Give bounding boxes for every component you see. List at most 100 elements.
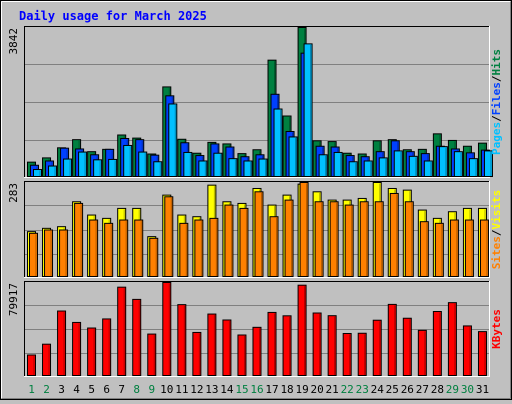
series-legend-kbytes: KBytes (490, 309, 503, 349)
bar-sites-day-4 (74, 202, 84, 277)
bar-pages-day-14 (228, 158, 238, 178)
x-tick-day-30: 30 (461, 383, 474, 396)
x-tick-day-2: 2 (43, 383, 50, 396)
bar-sites-day-26 (404, 201, 414, 277)
bar-kbytes-day-16 (252, 326, 262, 376)
bar-sites-day-16 (254, 191, 264, 277)
bar-kbytes-day-26 (402, 317, 412, 377)
bar-sites-day-23 (359, 201, 369, 277)
bar-sites-day-6 (104, 222, 114, 277)
bar-pages-day-8 (138, 151, 148, 177)
bar-sites-day-3 (59, 229, 69, 277)
bar-sites-day-12 (194, 219, 204, 277)
bar-sites-day-18 (284, 199, 294, 277)
bar-kbytes-day-10 (162, 282, 172, 376)
bar-sites-day-31 (479, 219, 489, 277)
x-tick-day-5: 5 (88, 383, 95, 396)
bar-sites-day-21 (329, 201, 339, 277)
bar-pages-day-9 (153, 161, 163, 177)
bar-pages-day-1 (33, 169, 42, 177)
bar-pages-day-12 (198, 160, 208, 177)
legend-entry-files: Files (490, 82, 503, 115)
bar-pages-day-26 (408, 155, 418, 177)
x-tick-day-27: 27 (416, 383, 429, 396)
x-tick-day-11: 11 (175, 383, 188, 396)
x-tick-day-19: 19 (295, 383, 308, 396)
bar-pages-day-18 (288, 136, 298, 177)
x-tick-day-13: 13 (205, 383, 218, 396)
legend-entry-slash: / (490, 229, 503, 236)
bar-pages-day-15 (243, 160, 253, 177)
bar-kbytes-day-23 (357, 332, 367, 376)
x-tick-day-16: 16 (250, 383, 263, 396)
x-tick-day-17: 17 (265, 383, 278, 396)
bar-kbytes-day-12 (192, 331, 202, 377)
bar-sites-day-13 (209, 217, 219, 277)
bar-kbytes-day-9 (147, 333, 157, 377)
legend-entry-sites: Sites (490, 236, 503, 269)
bar-kbytes-day-30 (462, 325, 472, 376)
bar-kbytes-day-2 (42, 343, 52, 376)
bar-pages-day-23 (363, 160, 373, 177)
bar-sites-day-30 (464, 219, 474, 277)
bar-pages-day-30 (468, 158, 478, 178)
x-tick-day-21: 21 (326, 383, 339, 396)
bar-pages-day-17 (273, 108, 283, 177)
y-max-label: 3842 (7, 28, 20, 55)
bar-sites-day-22 (344, 204, 354, 278)
bar-kbytes-day-7 (117, 286, 127, 377)
x-tick-day-22: 22 (341, 383, 354, 396)
bar-kbytes-day-22 (342, 332, 352, 377)
bar-kbytes-day-3 (57, 310, 67, 376)
x-tick-day-8: 8 (133, 383, 140, 396)
x-tick-day-9: 9 (148, 383, 155, 396)
bar-pages-day-10 (168, 103, 178, 177)
bar-sites-day-7 (119, 219, 129, 277)
bar-pages-day-2 (48, 165, 58, 177)
x-tick-day-18: 18 (280, 383, 293, 396)
bar-pages-day-22 (348, 161, 358, 177)
bar-sites-day-14 (224, 204, 234, 278)
legend-entry-hits: Hits (490, 49, 503, 76)
bar-pages-day-16 (258, 158, 268, 178)
bar-kbytes-day-25 (387, 303, 397, 377)
chart-title: Daily usage for March 2025 (19, 9, 207, 23)
legend-entry-visits: Visits (490, 190, 503, 230)
x-tick-day-12: 12 (190, 383, 203, 396)
bar-pages-day-11 (183, 151, 193, 177)
panel-kbytes: 79917 KBytes (7, 281, 503, 377)
bar-sites-day-28 (434, 222, 444, 277)
bar-pages-day-19 (303, 43, 313, 178)
bar-sites-day-2 (44, 229, 54, 277)
bar-kbytes-day-14 (222, 319, 232, 376)
x-tick-day-28: 28 (431, 383, 444, 396)
bar-pages-day-7 (123, 144, 133, 177)
bar-pages-day-13 (213, 152, 223, 177)
bar-kbytes-day-15 (237, 334, 247, 377)
bar-pages-day-21 (333, 151, 343, 177)
bar-kbytes-day-20 (312, 312, 322, 376)
series-legend-hits-files-pages: Pages/Files/Hits (490, 49, 503, 155)
bar-kbytes-day-6 (102, 318, 112, 376)
bar-pages-day-4 (78, 151, 88, 177)
bar-sites-day-9 (149, 237, 159, 278)
legend-entry-kbytes: KBytes (490, 309, 503, 349)
bar-pages-day-5 (93, 159, 103, 178)
bar-pages-day-25 (393, 150, 403, 178)
bar-kbytes-day-11 (177, 304, 187, 376)
y-max-label: 283 (7, 183, 20, 203)
x-tick-day-6: 6 (103, 383, 110, 396)
x-tick-day-23: 23 (356, 383, 369, 396)
bar-sites-day-27 (419, 221, 429, 278)
bar-sites-day-25 (389, 192, 399, 278)
bar-sites-day-11 (179, 222, 189, 277)
x-tick-day-25: 25 (386, 383, 399, 396)
x-tick-day-15: 15 (235, 383, 248, 396)
x-tick-day-3: 3 (58, 383, 65, 396)
legend-entry-slash: / (490, 75, 503, 82)
panel-hits-files-pages: 3842 Pages/Files/Hits (7, 26, 503, 178)
x-tick-day-29: 29 (446, 383, 459, 396)
bar-sites-day-19 (299, 182, 309, 277)
bar-sites-day-1 (29, 232, 38, 278)
